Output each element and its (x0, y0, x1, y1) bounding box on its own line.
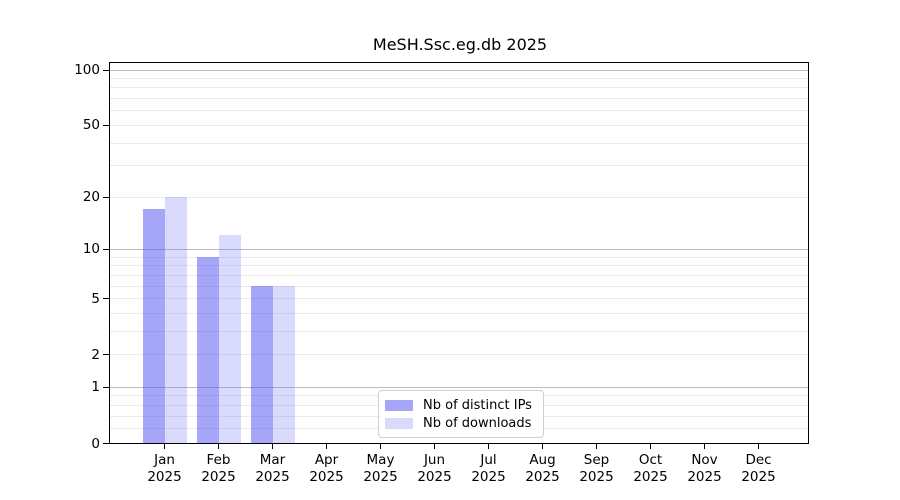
y-tick-mark (103, 386, 109, 388)
bar-distinct-ips-jan (143, 209, 165, 443)
gridline-major (110, 69, 808, 71)
x-tick-mark (434, 444, 435, 449)
gridline-minor (110, 285, 808, 287)
x-tick-mark (326, 444, 327, 449)
x-tick-mark (380, 444, 381, 449)
x-tick-label-may: May 2025 (363, 452, 398, 485)
y-tick-label: 5 (91, 290, 100, 307)
y-tick-label: 1 (91, 379, 100, 396)
gridline-minor (110, 78, 808, 80)
y-tick-mark (103, 69, 109, 71)
y-tick-label: 100 (74, 62, 100, 79)
x-tick-label-oct: Oct 2025 (633, 452, 668, 485)
gridline-major (110, 248, 808, 250)
bar-downloads-mar (273, 285, 295, 443)
gridline-minor (110, 256, 808, 258)
y-tick-label: 2 (91, 346, 100, 363)
x-tick-mark (488, 444, 489, 449)
x-tick-label-nov: Nov 2025 (687, 452, 722, 485)
x-tick-label-jul: Jul 2025 (471, 452, 506, 485)
legend-swatch-downloads (385, 417, 413, 429)
y-tick-label: 50 (82, 117, 100, 134)
gridline-minor (110, 110, 808, 112)
gridline-minor (110, 274, 808, 276)
x-tick-label-sep: Sep 2025 (579, 452, 614, 485)
x-tick-mark (596, 444, 597, 449)
x-tick-mark (704, 444, 705, 449)
gridline-major (110, 386, 808, 388)
y-tick-mark (103, 298, 109, 300)
x-tick-label-mar: Mar 2025 (255, 452, 290, 485)
gridline-minor (110, 330, 808, 332)
y-tick-mark (103, 196, 109, 198)
bar-downloads-feb (219, 235, 241, 443)
x-tick-mark (272, 444, 273, 449)
plot-area (109, 62, 809, 444)
x-tick-mark (758, 444, 759, 449)
x-tick-mark (542, 444, 543, 449)
y-tick-label: 0 (91, 435, 100, 452)
chart-title: MeSH.Ssc.eg.db 2025 (372, 35, 548, 54)
gridline-minor (110, 298, 808, 300)
bar-downloads-jan (165, 196, 187, 443)
x-tick-label-apr: Apr 2025 (309, 452, 344, 485)
x-tick-label-jan: Jan 2025 (147, 452, 182, 485)
legend-item-distinct-ips: Nb of distinct IPs (385, 396, 534, 414)
y-tick-label: 10 (82, 241, 100, 258)
bar-distinct-ips-mar (251, 285, 273, 443)
gridline-minor (110, 142, 808, 144)
gridline-minor (110, 354, 808, 356)
legend-item-downloads: Nb of downloads (385, 414, 534, 432)
gridline-minor (110, 265, 808, 267)
y-tick-label: 20 (82, 189, 100, 206)
x-tick-label-feb: Feb 2025 (201, 452, 236, 485)
y-tick-mark (103, 248, 109, 250)
gridline-minor (110, 165, 808, 167)
x-tick-mark (650, 444, 651, 449)
y-tick-mark (103, 443, 109, 444)
gridline-minor (110, 124, 808, 126)
gridline-minor (110, 98, 808, 100)
legend-label-distinct-ips: Nb of distinct IPs (423, 397, 532, 413)
x-tick-label-dec: Dec 2025 (741, 452, 776, 485)
x-tick-label-aug: Aug 2025 (525, 452, 560, 485)
x-tick-mark (164, 444, 165, 449)
gridline-minor (110, 196, 808, 198)
y-tick-mark (103, 354, 109, 356)
legend: Nb of distinct IPs Nb of downloads (378, 390, 544, 438)
gridline-minor (110, 87, 808, 89)
bar-distinct-ips-feb (197, 256, 219, 443)
x-tick-mark (218, 444, 219, 449)
y-tick-mark (103, 124, 109, 126)
legend-label-downloads: Nb of downloads (423, 415, 532, 431)
x-tick-label-jun: Jun 2025 (417, 452, 452, 485)
gridline-minor (110, 312, 808, 314)
legend-swatch-distinct-ips (385, 399, 413, 411)
